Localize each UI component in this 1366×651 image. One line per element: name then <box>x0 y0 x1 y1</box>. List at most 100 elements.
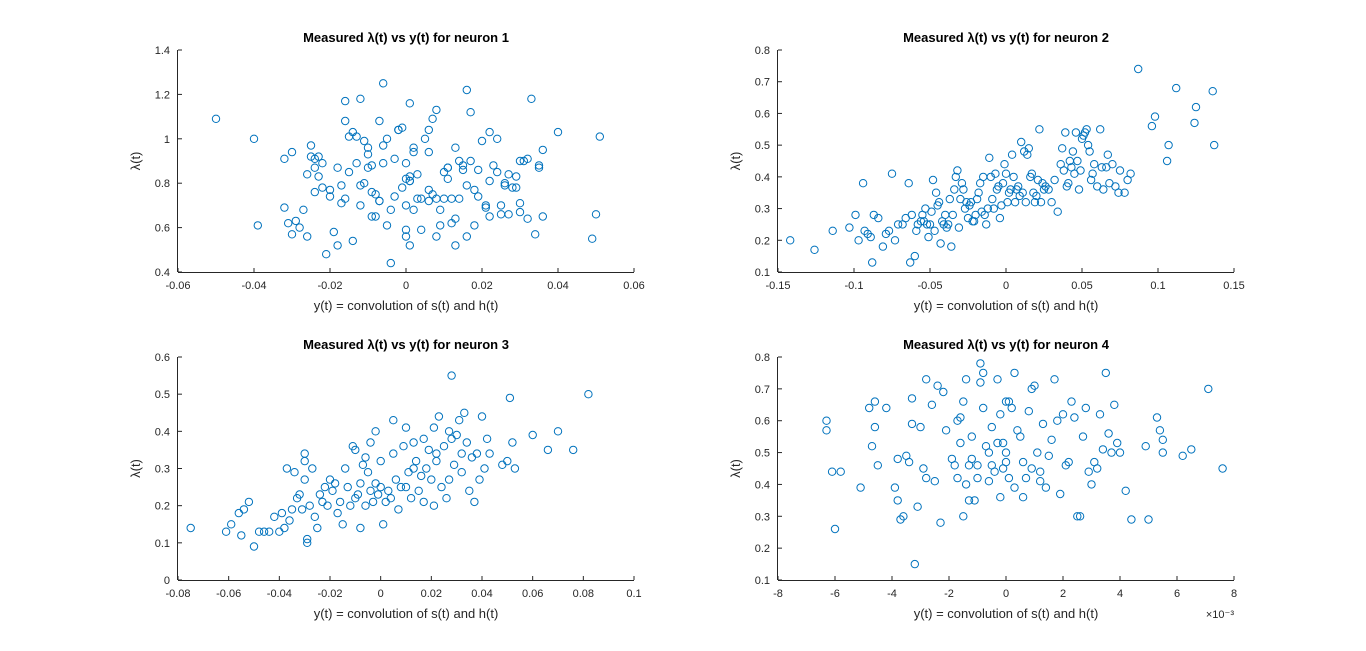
chart-title: Measured λ(t) vs y(t) for neuron 2 <box>903 30 1109 45</box>
data-point <box>913 502 922 511</box>
data-point <box>373 490 383 499</box>
x-tick-label: 0.04 <box>471 588 492 600</box>
data-point <box>295 223 304 232</box>
data-point <box>361 501 370 510</box>
data-point <box>280 203 289 212</box>
y-tick-label: 0.4 <box>755 172 770 184</box>
data-point <box>310 187 319 197</box>
data-point <box>432 105 441 115</box>
x-tick-label: -8 <box>773 588 783 600</box>
data-point <box>508 183 517 192</box>
data-point <box>904 457 914 467</box>
data-point <box>553 427 563 436</box>
data-point <box>295 490 304 499</box>
data-point <box>1127 515 1136 524</box>
data-point <box>878 242 888 251</box>
data-point <box>961 375 971 384</box>
data-point <box>1113 438 1122 448</box>
data-point <box>904 179 913 188</box>
data-point <box>253 221 262 230</box>
y-tick-label: 0.1 <box>755 575 770 587</box>
data-point <box>335 497 345 507</box>
data-point <box>406 494 416 503</box>
data-point <box>930 226 939 236</box>
data-point <box>405 176 414 186</box>
data-point <box>893 496 902 505</box>
data-point <box>882 403 891 413</box>
data-point <box>979 368 988 378</box>
data-point <box>413 170 422 179</box>
data-point <box>356 479 365 488</box>
data-point <box>553 127 563 137</box>
x-tick-label: 0 <box>378 588 384 600</box>
data-point <box>1162 156 1172 166</box>
data-point <box>1172 83 1181 93</box>
x-tick-label: 0.08 <box>573 588 594 600</box>
data-point <box>1010 368 1019 378</box>
data-point <box>353 490 363 499</box>
data-point <box>907 210 916 220</box>
data-point <box>786 236 795 245</box>
data-point <box>1061 128 1070 137</box>
data-point <box>333 163 342 172</box>
data-point <box>411 456 421 466</box>
data-point <box>313 523 322 533</box>
data-point <box>1036 467 1045 476</box>
data-point <box>1058 144 1067 153</box>
data-point <box>417 471 426 481</box>
data-point <box>993 438 1002 448</box>
data-point <box>1078 432 1088 441</box>
data-point <box>270 512 279 521</box>
data-point <box>954 223 964 232</box>
data-point <box>323 501 332 510</box>
data-point <box>991 169 1000 178</box>
data-point <box>333 241 342 250</box>
x-tick-label: 0.05 <box>1071 280 1092 292</box>
x-tick-label: -0.05 <box>917 280 942 292</box>
data-point <box>401 482 411 492</box>
data-point <box>890 236 900 245</box>
data-point <box>259 527 269 536</box>
data-point <box>462 232 471 241</box>
data-point <box>280 523 289 533</box>
data-point <box>186 523 195 533</box>
data-point <box>481 203 490 212</box>
data-point <box>1187 445 1196 454</box>
data-point <box>367 161 376 170</box>
data-point <box>1001 169 1011 178</box>
data-point <box>485 212 494 221</box>
data-point <box>1115 448 1125 457</box>
data-point <box>906 258 915 267</box>
data-point <box>1050 175 1059 185</box>
y-tick-label: 0.2 <box>755 235 770 247</box>
data-point <box>360 136 369 146</box>
data-point <box>1021 198 1031 207</box>
data-point <box>1099 185 1108 194</box>
data-point <box>870 397 880 406</box>
data-point <box>379 520 388 529</box>
data-point <box>325 192 335 201</box>
data-point <box>333 508 342 518</box>
data-point <box>379 141 388 150</box>
data-point <box>1088 169 1097 178</box>
data-point <box>830 524 840 534</box>
data-point <box>409 438 418 447</box>
y-tick-label: 1.2 <box>155 89 170 101</box>
data-point <box>300 449 309 458</box>
data-point <box>346 501 355 510</box>
data-point <box>976 378 985 387</box>
data-point <box>352 159 361 168</box>
data-point <box>291 216 300 226</box>
data-point <box>1103 150 1113 159</box>
data-point <box>990 467 999 476</box>
data-point <box>1000 160 1009 169</box>
data-point <box>1014 182 1023 191</box>
data-point <box>956 438 965 448</box>
x-tick-label: 0 <box>403 280 409 292</box>
data-point <box>945 194 954 204</box>
data-point <box>493 134 502 144</box>
data-point <box>1134 64 1143 74</box>
data-point <box>341 464 350 473</box>
data-point <box>401 201 411 210</box>
data-point <box>569 445 578 455</box>
